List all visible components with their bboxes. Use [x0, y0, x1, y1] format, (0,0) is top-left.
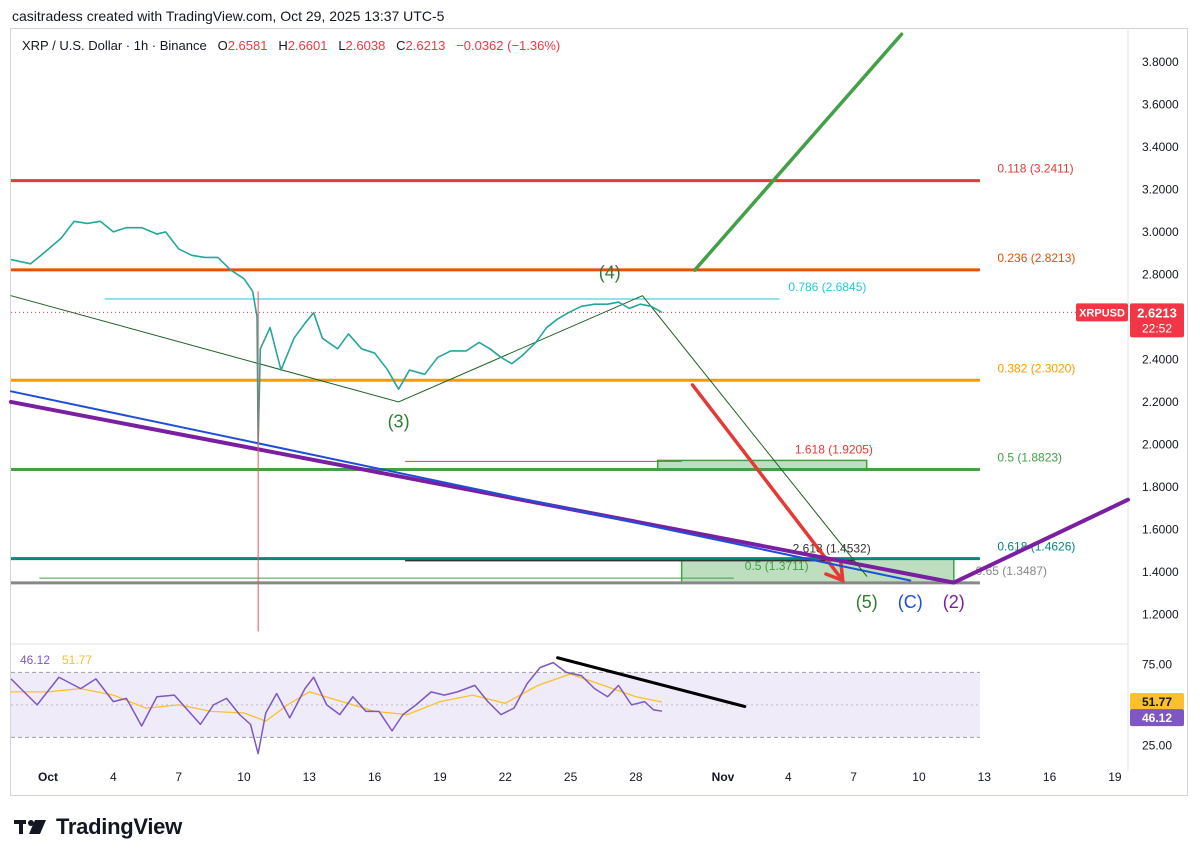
price-tag-countdown: 22:52 [1142, 321, 1172, 335]
rsi-value-readout: 46.12 [20, 653, 50, 667]
red-arrow-head [824, 560, 845, 584]
price-axis-tick-label: 1.2000 [1142, 607, 1179, 621]
wave-label: (4) [599, 263, 621, 283]
time-axis-tick-label: 16 [368, 770, 382, 784]
tradingview-brand[interactable]: TradingView [14, 814, 182, 840]
fib-level-label: 0.5 (1.3711) [745, 559, 809, 573]
price-axis-tick-label: 1.6000 [1142, 522, 1179, 536]
price-axis-tick-label: 2.8000 [1142, 267, 1179, 281]
price-axis-tick-label: 2.4000 [1142, 352, 1179, 366]
time-axis-tick-label: 19 [1108, 770, 1122, 784]
fib-level-label: 0.382 (2.3020) [997, 361, 1075, 375]
trend-line-zigzag [10, 295, 868, 577]
time-axis-tick-label: 4 [110, 770, 117, 784]
high-value: 2.6601 [287, 38, 328, 53]
price-axis-tick-label: 1.8000 [1142, 480, 1179, 494]
wave-label: (C) [898, 592, 923, 612]
price-axis-tick-label: 1.4000 [1142, 565, 1179, 579]
price-series-line [10, 220, 663, 446]
ticker-tag-label: XRPUSD [1079, 307, 1125, 319]
rsi-axis-tick-label: 25.00 [1142, 739, 1172, 753]
rsi-trend-line [556, 656, 747, 708]
change-value: −0.0362 (−1.36%) [456, 38, 561, 53]
brand-name: TradingView [56, 814, 182, 839]
chart-frame [10, 28, 1188, 796]
price-axis-tick-label: 3.2000 [1142, 182, 1179, 196]
price-chart-svg[interactable]: 1.2000 1.4000 1.6000 1.8000 2.0000 2.2000 2.40… [0, 0, 1200, 800]
wave-label: (3) [388, 411, 410, 431]
close-value: 2.6213 [405, 38, 446, 53]
credit-line: casitradess created with TradingView.com… [12, 8, 445, 24]
price-axis-tick-label: 3.8000 [1142, 55, 1179, 69]
price-tag-bg [1130, 303, 1184, 338]
price-axis-tick-label: 3.4000 [1142, 140, 1179, 154]
time-axis-tick-label: 19 [433, 770, 447, 784]
price-axis-tick-label: 2.2000 [1142, 395, 1179, 409]
trend-line-red-arrow [690, 383, 845, 583]
fib-level-label: 2.618 (1.4532) [793, 542, 871, 556]
low-value: 2.6038 [345, 38, 386, 53]
price-axis-tick-label: 2.0000 [1142, 437, 1179, 451]
ticker-tag-bg [1076, 303, 1128, 322]
trend-line-purple-channel [9, 399, 1130, 585]
fib-level-label: 0.5 (1.8823) [997, 450, 1062, 464]
rsi-tag-bg [1130, 709, 1184, 727]
time-axis-tick-label: Oct [38, 770, 58, 784]
low-label: L [338, 38, 346, 53]
fib-level-label: 0.118 (3.2411) [997, 162, 1073, 176]
symbol-info-bar[interactable]: XRP / U.S. Dollar · 1h · Binance O2.6581… [22, 38, 560, 53]
rsi-line [10, 661, 663, 755]
time-axis-tick-label: Nov [712, 770, 735, 784]
fib-level-label: 0.65 (1.3487) [976, 564, 1047, 578]
price-axis-tick-label: 3.6000 [1142, 97, 1179, 111]
time-axis-tick-label: 13 [303, 770, 317, 784]
rsi-tag-value: 46.12 [1142, 711, 1172, 725]
time-axis-tick-label: 4 [785, 770, 792, 784]
wave-label: (2) [943, 592, 965, 612]
fib-level-label: 0.786 (2.6845) [788, 280, 866, 294]
fib-level-label: 0.236 (2.8213) [997, 251, 1075, 265]
time-axis-tick-label: 10 [237, 770, 251, 784]
rsi-ma-readout: 51.77 [62, 653, 92, 667]
time-axis-tick-label: 28 [629, 770, 643, 784]
target-zone [680, 558, 955, 584]
time-axis-tick-label: 13 [978, 770, 992, 784]
fib-level-label: 1.618 (1.9205) [795, 442, 873, 456]
wave-label: (5) [856, 592, 878, 612]
trend-line-green-projection [692, 32, 904, 272]
time-axis-tick-label: 22 [499, 770, 513, 784]
rsi-ma-tag-bg [1130, 692, 1184, 710]
time-axis-tick-label: 10 [912, 770, 926, 784]
rsi-ma-line [11, 673, 663, 722]
rsi-ma-tag-value: 51.77 [1142, 695, 1172, 709]
price-tag-value: 2.6213 [1137, 305, 1177, 320]
high-label: H [278, 38, 288, 53]
rsi-axis-tick-label: 75.00 [1142, 657, 1172, 671]
price-axis-tick-label: 3.0000 [1142, 225, 1179, 239]
time-axis-tick-label: 16 [1043, 770, 1057, 784]
trend-line-blue-channel [10, 390, 912, 582]
time-axis-tick-label: 25 [564, 770, 578, 784]
tradingview-logo-icon [14, 820, 46, 834]
time-axis-tick-label: 7 [850, 770, 857, 784]
open-label: O [217, 38, 228, 53]
open-value: 2.6581 [227, 38, 268, 53]
fib-level-label: 0.618 (1.4626) [997, 540, 1075, 554]
close-label: C [396, 38, 406, 53]
symbol-name[interactable]: XRP / U.S. Dollar · 1h · Binance [22, 38, 207, 53]
time-axis-tick-label: 7 [175, 770, 182, 784]
